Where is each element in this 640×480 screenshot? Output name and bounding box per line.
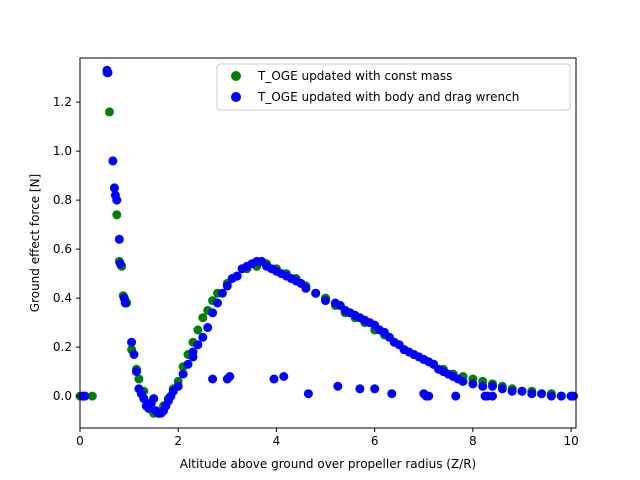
point-series-2 <box>114 234 124 244</box>
point-series-2 <box>355 384 365 394</box>
point-series-2 <box>301 283 311 293</box>
point-series-2 <box>120 298 130 308</box>
x-tick-label: 2 <box>174 434 182 448</box>
x-tick-label: 8 <box>469 434 477 448</box>
point-series-2 <box>303 389 313 399</box>
legend-label-series-2: T_OGE updated with body and drag wrench <box>257 90 519 104</box>
axes: 0 2 4 6 8 10 0.0 0.2 0.4 0.6 0.8 1.0 1.2 <box>53 57 579 448</box>
plot-area <box>80 58 576 428</box>
data-points <box>75 65 578 418</box>
point-series-2 <box>546 391 556 401</box>
point-series-2 <box>370 384 380 394</box>
point-series-2 <box>178 369 188 379</box>
point-series-2 <box>517 386 527 396</box>
axes-frame <box>79 57 577 429</box>
point-series-2 <box>149 394 159 404</box>
point-series-2 <box>468 379 478 389</box>
point-series-1 <box>193 325 203 335</box>
point-series-2 <box>451 391 461 401</box>
y-tick-label: 0.2 <box>53 340 72 354</box>
y-tick-label: 1.0 <box>53 144 72 158</box>
y-axis-label: Ground effect force [N] <box>28 174 42 312</box>
point-series-1 <box>112 210 122 220</box>
point-series-1 <box>198 313 208 323</box>
point-series-2 <box>507 386 517 396</box>
point-series-2 <box>333 381 343 391</box>
point-series-2 <box>311 288 321 298</box>
point-series-2 <box>217 288 227 298</box>
point-series-2 <box>225 372 235 381</box>
point-series-2 <box>127 337 137 347</box>
point-series-2 <box>232 271 242 281</box>
legend-label-series-1: T_OGE updated with const mass <box>257 69 452 83</box>
point-series-2 <box>458 376 468 386</box>
point-series-2 <box>188 352 198 362</box>
point-series-2 <box>556 391 566 401</box>
point-series-2 <box>537 389 547 399</box>
point-series-2 <box>213 298 222 308</box>
point-series-2 <box>387 389 397 399</box>
point-series-2 <box>203 323 213 332</box>
point-series-2 <box>183 359 193 369</box>
point-series-2 <box>129 350 139 359</box>
point-series-2 <box>497 384 507 394</box>
y-tick-label: 1.2 <box>53 95 72 109</box>
point-series-2 <box>279 372 289 381</box>
point-series-2 <box>112 195 122 205</box>
point-series-1 <box>105 107 114 117</box>
point-series-2 <box>198 332 208 342</box>
point-series-2 <box>269 374 279 384</box>
point-series-2 <box>108 156 118 166</box>
x-tick-label: 0 <box>76 434 84 448</box>
point-series-2 <box>222 281 232 291</box>
y-tick-label: 0.4 <box>53 291 72 305</box>
point-series-2 <box>321 296 330 306</box>
point-series-2 <box>488 391 497 401</box>
point-series-2 <box>424 391 434 401</box>
y-tick-label: 0.0 <box>53 389 72 403</box>
point-series-2 <box>193 340 203 350</box>
legend-marker-series-1 <box>231 71 241 81</box>
point-series-2 <box>139 394 149 404</box>
point-series-2 <box>80 391 90 401</box>
y-tick-label: 0.6 <box>53 242 72 256</box>
point-series-2 <box>103 68 113 78</box>
x-tick-label: 6 <box>371 434 379 448</box>
legend-marker-series-2 <box>231 92 241 102</box>
point-series-2 <box>208 374 218 384</box>
y-tick-label: 0.8 <box>53 193 72 207</box>
point-series-2 <box>569 391 578 401</box>
point-series-1 <box>134 374 144 384</box>
x-tick-label: 10 <box>563 434 578 448</box>
legend: T_OGE updated with const mass T_OGE upda… <box>216 63 571 111</box>
point-series-2 <box>115 259 125 269</box>
point-series-2 <box>173 381 183 391</box>
legend-frame <box>216 63 571 111</box>
point-series-2 <box>488 381 497 391</box>
point-series-2 <box>208 308 218 318</box>
x-axis-label: Altitude above ground over propeller rad… <box>180 457 476 471</box>
point-series-2 <box>109 183 119 193</box>
point-series-2 <box>132 367 141 377</box>
x-tick-label: 4 <box>273 434 281 448</box>
point-series-2 <box>478 381 488 391</box>
point-series-1 <box>87 391 97 401</box>
point-series-2 <box>527 389 537 399</box>
